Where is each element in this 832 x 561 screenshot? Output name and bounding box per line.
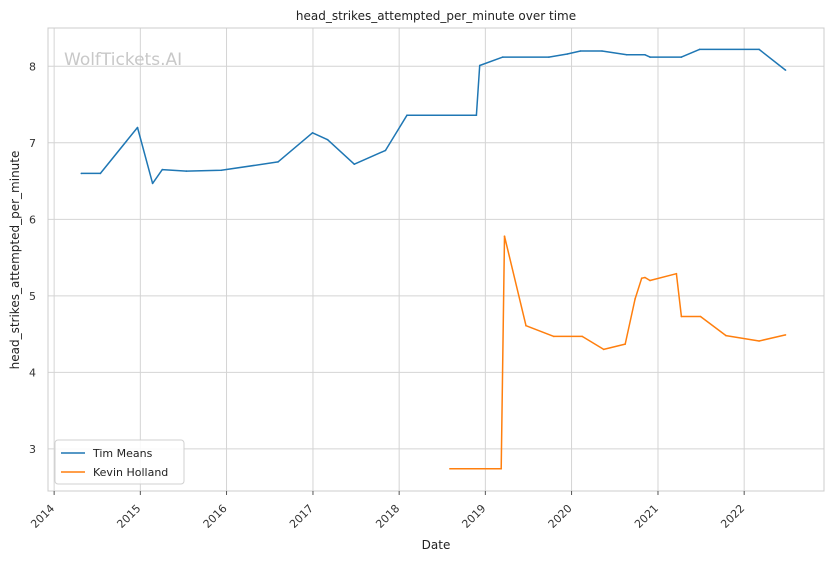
y-axis-title: head_strikes_attempted_per_minute	[8, 151, 22, 370]
data-point-kevin-holland	[602, 348, 605, 351]
data-point-kevin-holland	[553, 335, 555, 338]
data-point-tim-means	[548, 56, 550, 58]
series-lines	[80, 48, 787, 470]
data-point-kevin-holland	[680, 315, 683, 318]
data-point-tim-means	[758, 48, 760, 51]
data-point-tim-means	[326, 138, 329, 141]
data-point-kevin-holland	[758, 340, 760, 342]
data-point-kevin-holland	[525, 324, 527, 327]
data-point-tim-means	[566, 53, 569, 55]
data-point-kevin-holland	[784, 334, 787, 336]
data-point-kevin-holland	[449, 468, 451, 470]
series-line-kevin-holland	[449, 235, 786, 470]
data-point-tim-means	[384, 149, 387, 152]
data-point-kevin-holland	[644, 276, 646, 279]
data-point-kevin-holland	[500, 468, 503, 470]
data-point-tim-means	[406, 114, 408, 116]
data-point-tim-means	[99, 172, 102, 175]
data-point-tim-means	[502, 56, 504, 58]
data-point-tim-means	[626, 54, 628, 56]
plot-frame	[47, 27, 825, 492]
y-tick-label: 7	[29, 137, 36, 150]
y-tick-label: 3	[29, 443, 36, 456]
data-point-kevin-holland	[675, 272, 678, 275]
data-point-kevin-holland	[624, 343, 626, 345]
data-point-tim-means	[579, 50, 582, 52]
data-point-tim-means	[277, 161, 279, 163]
data-point-tim-means	[644, 54, 646, 56]
legend: Tim Means Kevin Holland	[54, 439, 185, 485]
y-axis-ticks: 3 4 5 6 7 8	[29, 60, 36, 456]
data-point-kevin-holland	[640, 277, 643, 280]
data-point-tim-means	[311, 132, 314, 134]
data-point-tim-means	[185, 170, 188, 172]
data-point-tim-means	[698, 48, 701, 51]
data-point-kevin-holland	[634, 298, 636, 300]
data-point-tim-means	[601, 50, 603, 52]
y-tick-label: 8	[29, 60, 36, 73]
legend-label-kevin-holland: Kevin Holland	[93, 466, 168, 479]
data-point-tim-means	[80, 172, 83, 175]
y-tick-label: 4	[29, 366, 36, 379]
data-point-tim-means	[353, 163, 356, 165]
y-tick-label: 5	[29, 290, 36, 303]
grid	[48, 28, 824, 491]
data-point-kevin-holland	[649, 279, 651, 282]
data-point-tim-means	[478, 64, 481, 67]
data-point-tim-means	[649, 56, 651, 58]
data-point-tim-means	[680, 56, 683, 58]
legend-box	[54, 439, 185, 485]
data-point-kevin-holland	[725, 334, 727, 337]
chart-title: head_strikes_attempted_per_minute over t…	[296, 9, 576, 23]
legend-label-tim-means: Tim Means	[92, 447, 153, 460]
data-point-kevin-holland	[581, 335, 583, 338]
data-point-tim-means	[784, 69, 787, 71]
watermark-text: WolfTickets.AI	[64, 50, 182, 70]
data-point-tim-means	[161, 168, 164, 171]
data-point-tim-means	[220, 169, 223, 172]
data-point-tim-means	[151, 182, 154, 185]
data-point-tim-means	[136, 126, 139, 129]
data-point-kevin-holland	[503, 235, 506, 237]
x-axis-title: Date	[422, 538, 451, 552]
y-tick-label: 6	[29, 213, 36, 226]
data-point-tim-means	[475, 114, 478, 116]
data-point-kevin-holland	[699, 315, 702, 318]
